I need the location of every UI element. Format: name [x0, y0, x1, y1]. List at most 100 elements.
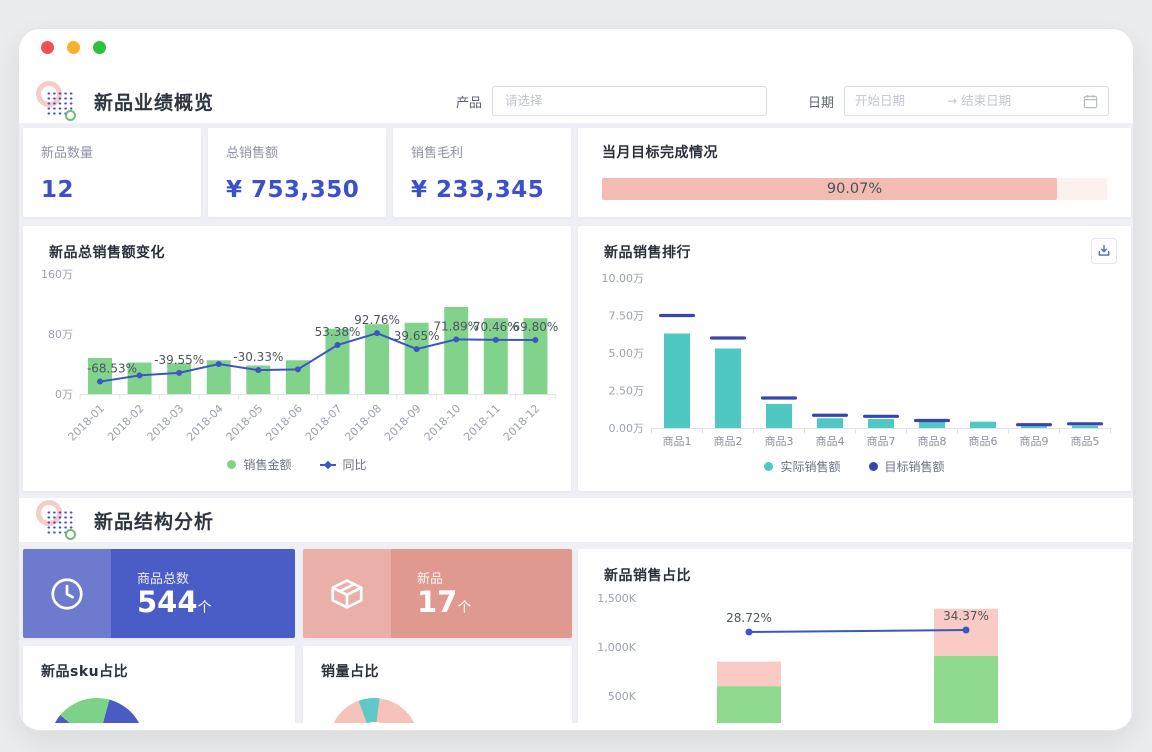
- x-axis-label: 2018-08: [342, 402, 384, 444]
- chart-title: 新品sku占比: [41, 664, 129, 680]
- sales-share-chart: 500K 1,000K 1,500K 28.72% 34.37%: [597, 592, 998, 730]
- yoy-point: [532, 337, 539, 344]
- yoy-data-label: 69.80%: [512, 320, 558, 334]
- yoy-data-label: 92.76%: [354, 313, 400, 327]
- kpi-card-gross-profit: 销售毛利 ¥ 233,345: [393, 128, 571, 217]
- stat-card-new-products: 新品 17个: [303, 549, 572, 638]
- sales-trend-chart-card: 新品总销售额变化 0万 80万 160万 2018-01 2018-02 2018-03 2…: [23, 226, 571, 491]
- sales-amount-bar: [404, 322, 429, 394]
- stat-value: 544个: [137, 585, 212, 620]
- share-percent-point: [745, 628, 753, 636]
- stat-label: 新品: [417, 572, 444, 588]
- yoy-data-label: 70.46%: [473, 320, 519, 334]
- legend-marker-icon: [319, 460, 336, 469]
- actual-sales-bar: [919, 421, 945, 428]
- chart-legend: 销售金额 同比: [23, 456, 571, 473]
- product-select[interactable]: [492, 86, 768, 116]
- monthly-target-card: 当月目标完成情况 90.07%: [578, 128, 1131, 217]
- product-filter-label: 产品: [456, 95, 483, 111]
- x-axis-label: 商品1: [663, 434, 692, 448]
- x-axis-label: 2018-01: [65, 402, 107, 444]
- download-button[interactable]: [1091, 238, 1117, 264]
- legend-item-yoy[interactable]: 同比: [319, 456, 367, 473]
- share-percent-label: 34.37%: [943, 609, 989, 623]
- yoy-point: [413, 346, 420, 353]
- actual-sales-bar: [766, 404, 792, 428]
- progress-percent: 90.07%: [826, 181, 883, 197]
- kpi-card-new-products: 新品数量 12: [23, 128, 201, 217]
- start-date-input[interactable]: [855, 94, 944, 108]
- yoy-data-label: 39.65%: [394, 329, 440, 343]
- yoy-point: [492, 336, 499, 343]
- end-date-input[interactable]: [961, 94, 1050, 108]
- x-axis-label: 商品8: [918, 434, 947, 448]
- brand-logo-icon: [36, 498, 80, 542]
- legend-label: 目标销售额: [884, 460, 945, 474]
- yoy-point: [136, 372, 143, 379]
- x-axis-label: 2018-06: [263, 402, 305, 444]
- target-sales-dash: [812, 413, 848, 417]
- window-minimize-button[interactable]: [67, 41, 80, 54]
- kpi-label: 销售毛利: [411, 146, 464, 161]
- sales-amount-bar: [523, 318, 548, 394]
- date-filter: 日期 →: [808, 86, 1110, 116]
- yoy-point: [374, 330, 381, 337]
- sales-amount-bar: [483, 318, 508, 394]
- legend-marker-icon: [868, 462, 878, 471]
- date-range-picker[interactable]: →: [844, 86, 1110, 116]
- target-progress-bar: 90.07%: [602, 178, 1107, 200]
- x-axis-label: 2018-04: [184, 402, 226, 444]
- x-axis-label: 商品9: [1020, 434, 1049, 448]
- calendar-icon: [1083, 94, 1098, 108]
- share-percent-point: [962, 626, 970, 634]
- kpi-label: 新品数量: [41, 146, 94, 161]
- actual-sales-bar: [664, 333, 690, 428]
- actual-sales-bar: [715, 348, 741, 428]
- window-zoom-button[interactable]: [93, 41, 106, 54]
- app-window: 新品业绩概览 产品 日期 → 新品数量 12 总销售额 ¥ 753,350 销售…: [18, 28, 1134, 731]
- kpi-label: 总销售额: [226, 146, 279, 161]
- legend-item-target[interactable]: 目标销售额: [868, 458, 945, 475]
- legend-item-sales[interactable]: 销售金额: [227, 456, 292, 473]
- target-sales-dash: [1067, 422, 1103, 426]
- date-range-arrow: →: [947, 94, 958, 108]
- yoy-line: [99, 332, 536, 383]
- window-titlebar: [41, 41, 106, 54]
- sku-share-card: 新品sku占比: [23, 646, 295, 730]
- card-title: 当月目标完成情况: [602, 145, 718, 161]
- stat-icon-wrap: [303, 549, 391, 638]
- section-header-performance: 新品业绩概览: [36, 79, 214, 123]
- sales-ranking-chart-card: 新品销售排行 0.00万 2.50万 5.00万 7.50万 10.00万 商品1 商品2 商…: [578, 226, 1131, 491]
- share-bar-pink-segment: [717, 661, 781, 687]
- brand-logo-icon: [36, 79, 80, 123]
- yoy-point: [453, 336, 460, 343]
- chart-title: 新品总销售额变化: [49, 245, 165, 261]
- legend-item-actual[interactable]: 实际销售额: [764, 458, 841, 475]
- x-axis-label: 2018-03: [145, 402, 187, 444]
- target-sales-dash: [710, 336, 746, 340]
- window-close-button[interactable]: [41, 41, 54, 54]
- stat-value: 17个: [417, 585, 472, 620]
- y-axis-label: 1,000K: [597, 641, 636, 654]
- yoy-point: [294, 366, 301, 373]
- y-axis-label: 5.00万: [609, 347, 645, 360]
- chart-title: 销量占比: [321, 664, 379, 680]
- y-axis-label: 2.50万: [609, 385, 645, 398]
- actual-sales-bar: [970, 421, 996, 428]
- download-icon: [1098, 245, 1110, 256]
- yoy-data-label: -68.53%: [87, 362, 137, 376]
- package-icon: [331, 578, 363, 609]
- y-axis-label: 0.00万: [609, 422, 645, 435]
- target-sales-dash: [914, 418, 950, 423]
- yoy-point: [97, 378, 103, 385]
- section-header-structure: 新品结构分析: [36, 498, 214, 542]
- actual-sales-bar: [817, 418, 843, 428]
- x-axis-label: 商品4: [816, 434, 845, 448]
- actual-sales-bar: [1021, 426, 1047, 428]
- target-sales-dash: [761, 396, 797, 400]
- clock-icon: [51, 577, 83, 610]
- y-axis-label: 10.00万: [602, 272, 645, 285]
- share-percent-line: [748, 629, 967, 633]
- share-bar-green-segment: [717, 686, 781, 730]
- x-axis-label: 商品7: [867, 434, 896, 448]
